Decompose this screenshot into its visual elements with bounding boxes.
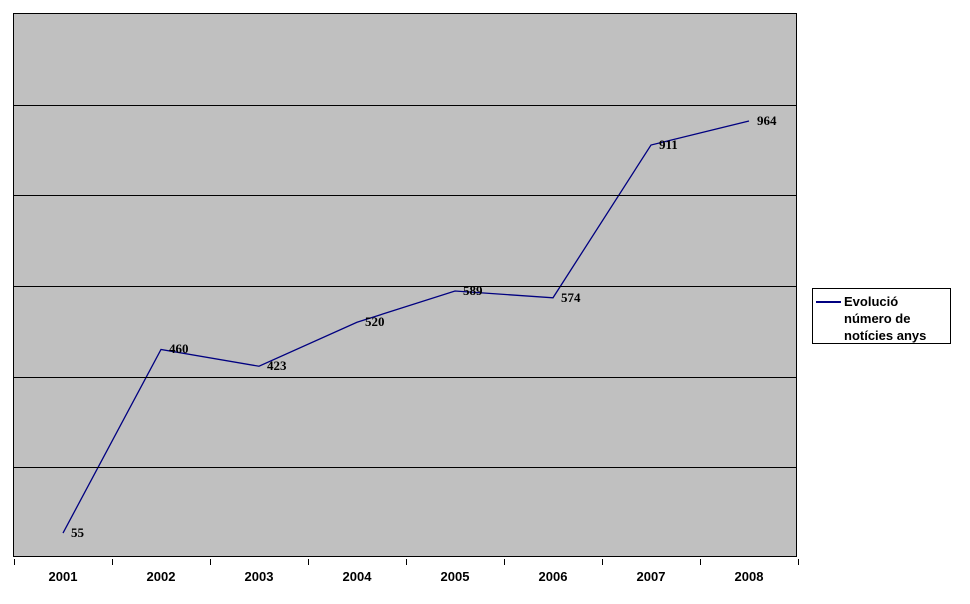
data-label: 460 — [169, 341, 189, 356]
x-axis-tick — [700, 559, 701, 565]
data-label: 423 — [267, 358, 287, 373]
x-axis-tick — [798, 559, 799, 565]
x-axis-label: 2005 — [440, 569, 470, 584]
data-label: 964 — [757, 113, 777, 128]
x-axis-tick — [406, 559, 407, 565]
plot-area[interactable]: 55 460 423 520 589 574 911 964 — [13, 13, 797, 557]
x-axis-tick — [210, 559, 211, 565]
x-axis-label: 2006 — [538, 569, 568, 584]
data-label: 911 — [659, 137, 678, 152]
x-axis-label: 2001 — [48, 569, 78, 584]
data-label: 55 — [71, 525, 84, 540]
x-axis-tick — [602, 559, 603, 565]
x-axis-tick — [112, 559, 113, 565]
data-label: 520 — [365, 314, 385, 329]
data-label: 589 — [463, 283, 483, 298]
legend[interactable]: Evolució número de notícies anys — [812, 288, 951, 344]
legend-label: Evolució número de notícies anys — [844, 294, 927, 343]
gridline — [14, 195, 796, 196]
gridline — [14, 467, 796, 468]
x-axis-tick — [14, 559, 15, 565]
series-line[interactable] — [14, 14, 798, 558]
x-axis-label: 2007 — [636, 569, 666, 584]
x-axis-label: 2004 — [342, 569, 372, 584]
x-axis-tick — [504, 559, 505, 565]
gridline — [14, 105, 796, 106]
legend-line-icon — [816, 301, 841, 303]
data-label: 574 — [561, 290, 581, 305]
x-axis-label: 2002 — [146, 569, 176, 584]
gridline — [14, 286, 796, 287]
x-axis-label: 2003 — [244, 569, 274, 584]
x-axis-label: 2008 — [734, 569, 764, 584]
x-axis-tick — [308, 559, 309, 565]
gridline — [14, 377, 796, 378]
